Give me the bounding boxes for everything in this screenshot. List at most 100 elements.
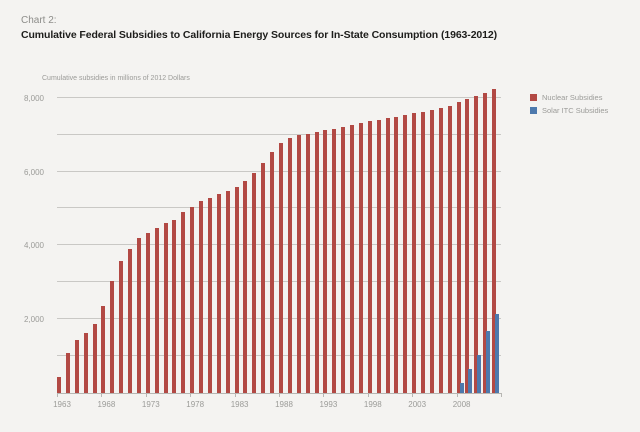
nuclear-bar-2010 — [474, 96, 479, 393]
bar-group-1964 — [65, 83, 75, 393]
bar-group-2004 — [421, 83, 430, 393]
solar-bar-2008 — [459, 382, 464, 393]
x-tick-1968 — [101, 393, 103, 397]
bar-group-1971 — [128, 83, 137, 393]
bar-group-1983 — [234, 83, 244, 393]
bar-group-1999 — [376, 83, 386, 393]
nuclear-bar-1992 — [314, 132, 319, 393]
bar-group-1966 — [83, 83, 93, 393]
nuclear-bar-1990 — [296, 134, 301, 393]
bar-group-1985 — [252, 83, 261, 393]
bar-group-1993 — [323, 83, 332, 393]
nuclear-bar-2008 — [456, 102, 461, 393]
y-tick-label-8000: 8,000 — [23, 93, 44, 103]
bar-group-1973 — [145, 83, 155, 393]
nuclear-bar-1986 — [261, 163, 266, 393]
bar-group-1994 — [332, 83, 341, 393]
x-tick-label-1978: 1978 — [186, 400, 205, 409]
bar-group-1967 — [92, 83, 102, 393]
nuclear-bar-2002 — [403, 115, 408, 393]
nuclear-bar-2009 — [465, 99, 470, 393]
nuclear-bar-1993 — [323, 130, 328, 393]
nuclear-bar-1985 — [252, 173, 257, 393]
bar-group-2003 — [412, 83, 421, 393]
nuclear-bar-1997 — [358, 123, 363, 393]
bar-group-1996 — [350, 83, 359, 393]
nuclear-bar-1984 — [243, 181, 248, 393]
x-tick-label-1998: 1998 — [363, 400, 382, 409]
solar-bar-2010 — [477, 355, 482, 393]
bar-group-1977 — [181, 83, 190, 393]
x-tick-label-1968: 1968 — [97, 400, 116, 409]
nuclear-bar-1974 — [154, 228, 159, 393]
nuclear-bar-1972 — [136, 238, 141, 393]
nuclear-bar-2000 — [385, 118, 390, 393]
nuclear-bar-2007 — [447, 105, 452, 393]
bar-group-1989 — [287, 83, 297, 393]
bar-group-1986 — [261, 83, 270, 393]
nuclear-swatch-icon — [530, 94, 537, 101]
nuclear-bar-1991 — [305, 133, 310, 393]
gridline-7000 — [57, 133, 501, 135]
x-tick-1978 — [190, 393, 192, 397]
bars-layer — [57, 83, 501, 393]
bar-group-1987 — [270, 83, 279, 393]
solar-swatch-icon — [530, 107, 537, 114]
nuclear-bar-1994 — [332, 128, 337, 393]
nuclear-bar-1978 — [190, 207, 195, 393]
nuclear-bar-2004 — [421, 111, 426, 393]
nuclear-bar-1966 — [83, 333, 88, 393]
nuclear-bar-2011 — [483, 93, 488, 393]
legend-item-solar: Solar ITC Subsidies — [530, 106, 608, 115]
bar-group-1975 — [163, 83, 173, 393]
bar-group-2009 — [465, 83, 474, 393]
nuclear-bar-1975 — [163, 223, 168, 393]
bar-group-1997 — [358, 83, 368, 393]
nuclear-bar-2005 — [429, 109, 434, 393]
nuclear-bar-1989 — [287, 138, 292, 393]
x-tick-label-1973: 1973 — [141, 400, 160, 409]
y-tick-label-4000: 4,000 — [23, 241, 44, 251]
bar-group-2007 — [447, 83, 457, 393]
bar-group-2011 — [483, 83, 492, 393]
bar-group-1995 — [341, 83, 350, 393]
x-tick-label-1988: 1988 — [275, 400, 293, 409]
x-tick-label-2008: 2008 — [452, 400, 471, 409]
chart-number-label: Chart 2: — [21, 15, 57, 26]
bar-group-2010 — [474, 83, 483, 393]
x-tick-1998 — [367, 393, 369, 397]
nuclear-bar-1988 — [279, 143, 283, 393]
x-tick-label-1963: 1963 — [53, 400, 71, 409]
bar-group-1972 — [136, 83, 146, 393]
nuclear-bar-1979 — [199, 201, 204, 393]
nuclear-bar-1971 — [128, 249, 133, 393]
bar-group-1982 — [225, 83, 235, 393]
nuclear-bar-1973 — [145, 233, 150, 393]
bar-group-1998 — [367, 83, 377, 393]
bar-group-1963 — [57, 83, 66, 393]
x-tick-label-1983: 1983 — [230, 400, 249, 409]
x-tick-label-1993: 1993 — [319, 400, 338, 409]
bar-group-2006 — [438, 83, 448, 393]
nuclear-bar-1980 — [207, 197, 212, 393]
bar-group-1969 — [110, 83, 119, 393]
legend-item-nuclear: Nuclear Subsidies — [530, 93, 608, 102]
bar-group-1990 — [296, 83, 306, 393]
bar-group-1976 — [172, 83, 181, 393]
nuclear-bar-2001 — [394, 116, 399, 393]
bar-group-1991 — [305, 83, 315, 393]
bar-group-1984 — [243, 83, 252, 393]
nuclear-bar-1968 — [101, 306, 106, 393]
nuclear-bar-1964 — [65, 353, 70, 393]
nuclear-bar-2012 — [492, 89, 497, 393]
x-tick-1983 — [234, 393, 236, 397]
bar-group-2012 — [492, 83, 501, 393]
bar-group-1988 — [279, 83, 288, 393]
nuclear-bar-1969 — [110, 281, 115, 393]
x-tick-label-2003: 2003 — [408, 400, 427, 409]
nuclear-bar-1965 — [74, 340, 79, 393]
x-axis-end-tick — [501, 393, 502, 397]
gridline-8000 — [57, 96, 501, 98]
page-title: Cumulative Federal Subsidies to Californ… — [21, 29, 498, 41]
